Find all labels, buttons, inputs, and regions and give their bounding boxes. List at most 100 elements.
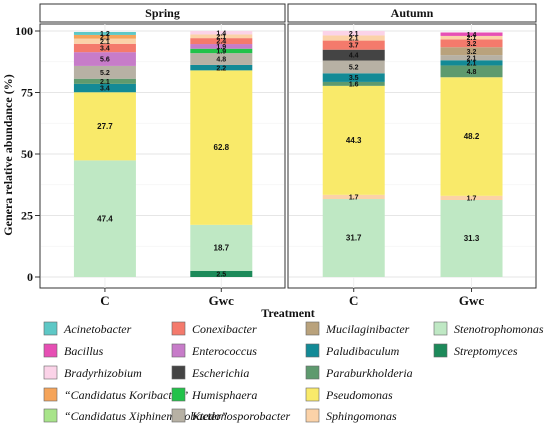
x-tick-label: Gwc [459,293,485,308]
legend-label: Conexibacter [192,322,257,336]
legend-swatch [305,343,320,358]
segment-label: 18.7 [214,243,230,252]
bar-segment [73,92,136,161]
legend-label: Ktedonosporobacter [191,409,291,423]
segment-label: 1.2 [100,31,110,38]
x-tick-label: C [349,293,358,308]
legend-swatch [43,408,58,423]
legend-label: Mucilaginibacter [325,322,410,336]
legend-swatch [305,408,320,423]
bar-segment [73,43,136,53]
legend-label: “Candidatus Koribacter” [64,388,189,402]
segment-label: 3.5 [349,75,359,82]
legend-label: Escherichia [191,366,249,380]
segment-label: 3.4 [100,46,110,53]
legend-swatch [43,365,58,380]
bar-segment [190,64,253,71]
panel-strip [39,3,286,23]
segment-label: 1.7 [349,195,359,202]
segment-label: 1.6 [349,81,359,88]
bar-segment [440,32,503,36]
legend-label: Streptomyces [454,344,518,358]
legend-swatch [43,387,58,402]
legend-label: Bacillus [64,344,104,358]
y-tick-label: 0 [27,270,33,284]
segment-label: 2.1 [349,31,359,38]
legend-label: Bradyrhizobium [64,366,142,380]
segment-label: 62.8 [214,143,230,152]
bar-segment [440,35,503,40]
bar-segment [322,85,385,195]
legend-swatch [171,387,186,402]
bar-segment [322,49,385,61]
segment-label: 31.7 [346,234,362,243]
bar-segment [440,55,503,61]
segment-label: 2.1 [216,34,226,41]
segment-label: 47.4 [97,214,113,223]
bar-segment [190,70,253,225]
segment-label: 5.2 [349,65,359,72]
bar-segment [190,224,253,271]
legend-swatch [171,321,186,336]
segment-label: 1.4 [216,30,226,37]
bar-segment [322,31,385,36]
segment-label: 2.1 [467,55,477,62]
segment-label: 1.9 [216,44,226,51]
legend-swatch [433,343,448,358]
segment-label: 2.1 [100,79,110,86]
bar-segment [322,35,385,41]
segment-label: 4.8 [467,69,477,76]
bar-segment [322,81,385,86]
legend-label: Pseudomonas [325,388,393,402]
legend-label: Paraburkholderia [325,366,413,380]
bar-segment [440,65,503,78]
segment-label: 2.1 [467,60,477,67]
bar-segment [190,31,253,35]
bar-segment [440,47,503,56]
bar-segment [322,73,385,82]
bar-segment [73,38,136,44]
bar-segment [440,39,503,48]
segment-label: 3.2 [467,49,477,56]
segment-label: 2.5 [216,272,226,279]
legend-swatch [305,387,320,402]
x-tick-label: C [100,293,109,308]
y-tick-label: 75 [21,86,33,100]
bar-segment [440,200,503,277]
segment-label: 2.2 [216,65,226,72]
segment-label: 4.4 [349,53,359,60]
x-axis-label: Treatment [261,306,315,320]
bar-segment [73,31,136,35]
panel-title: Spring [145,6,180,20]
panel-title: Autumn [391,6,434,20]
legend-swatch [305,365,320,380]
bar-segment [73,78,136,84]
legend-swatch [171,408,186,423]
segment-label: 2.1 [100,39,110,46]
bar-segment [322,60,385,74]
bar-segment [322,199,385,277]
y-axis-label: Genera relative abundance (%) [1,74,15,235]
legend-swatch [171,365,186,380]
segment-label: 31.3 [464,234,480,243]
segment-label: 48.2 [464,132,480,141]
segment-label: 3.2 [467,41,477,48]
x-tick-label: Gwc [209,293,235,308]
legend-label: Humisphaera [191,388,257,402]
bar-segment [190,44,253,49]
legend-label: Enterococcus [191,344,257,358]
bar-segment [73,65,136,79]
bar-segment [440,195,503,201]
legend-swatch [305,321,320,336]
legend-swatch [433,321,448,336]
bar-segment [73,34,136,39]
y-tick-label: 50 [21,147,33,161]
segment-label: 2.1 [467,35,477,42]
legend-label: Stenotrophomonas [454,322,544,336]
panel-strip [287,3,537,23]
segment-label: 3.4 [100,86,110,93]
y-tick-label: 25 [21,209,33,223]
y-tick-label: 100 [15,24,33,38]
legend-swatch [43,343,58,358]
